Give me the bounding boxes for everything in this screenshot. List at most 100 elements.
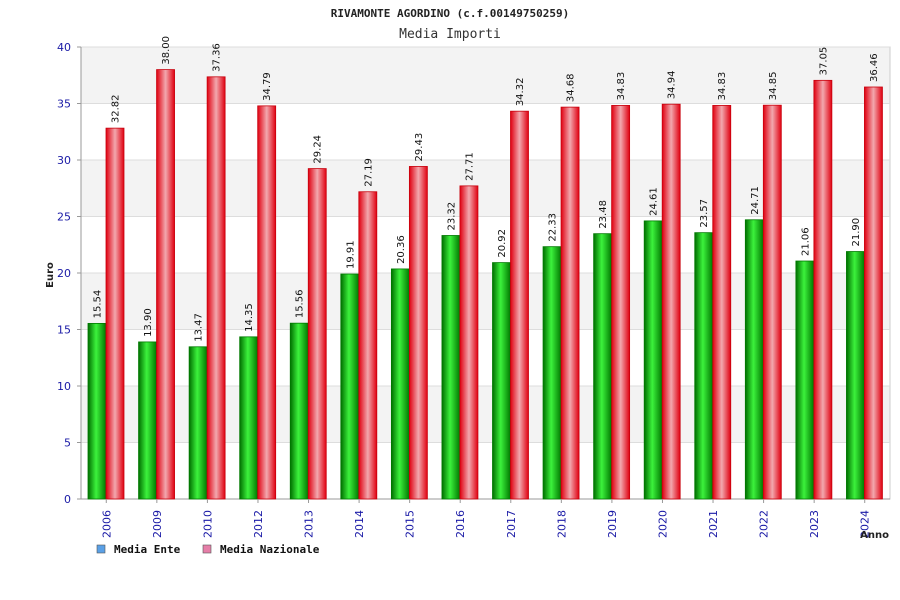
data-label: 34.94: [667, 71, 678, 100]
bar-media-nazionale: [560, 106, 580, 500]
y-tick-label: 40: [57, 41, 71, 54]
data-label: 34.83: [616, 72, 627, 101]
data-label: 22.33: [548, 213, 559, 242]
data-label: 38.00: [161, 36, 172, 65]
y-tick-label: 25: [57, 211, 71, 224]
data-label: 23.48: [598, 200, 609, 229]
data-label: 15.56: [295, 290, 306, 319]
bar-media-nazionale: [408, 166, 428, 500]
bar-media-nazionale: [257, 105, 277, 500]
bar-media-ente: [643, 220, 663, 500]
bar-media-ente: [795, 260, 815, 500]
legend-swatch-media-nazionale: [202, 544, 212, 554]
data-label: 21.06: [800, 227, 811, 256]
data-label: 34.79: [262, 72, 273, 101]
x-tick-label: 2010: [201, 510, 214, 538]
bar-media-nazionale: [105, 127, 125, 500]
data-labels: 15.54 32.82 13.90 38.00 13.47 37.36 14.35 34.79…: [93, 36, 880, 342]
bar-media-nazionale: [712, 105, 732, 500]
bar-media-nazionale: [156, 69, 175, 500]
x-tick-label: 2015: [404, 510, 417, 538]
legend-label-media-ente: Media Ente: [114, 543, 181, 556]
x-tick-label: 2019: [606, 510, 619, 538]
data-label: 24.71: [750, 186, 761, 215]
bar-media-nazionale: [813, 79, 833, 500]
data-label: 37.05: [818, 47, 829, 76]
data-label: 14.35: [244, 303, 255, 332]
bar-media-ente: [846, 251, 865, 500]
bar-media-ente: [492, 262, 511, 500]
x-tick-label: 2023: [808, 510, 821, 538]
bar-media-nazionale: [661, 103, 681, 500]
data-label: 23.32: [446, 202, 457, 231]
data-label: 13.47: [194, 313, 205, 342]
x-tick-label: 2022: [758, 510, 771, 538]
chart-subtitle: Media Importi: [399, 27, 501, 42]
data-label: 36.46: [869, 53, 880, 82]
x-tick-label: 2006: [100, 510, 113, 538]
x-tick-label: 2012: [252, 510, 265, 538]
bar-media-ente: [744, 219, 764, 500]
data-label: 34.85: [768, 72, 779, 101]
bar-media-ente: [289, 322, 309, 500]
bar-media-ente: [87, 322, 107, 500]
x-tick-label: 2017: [505, 510, 518, 538]
data-label: 23.57: [699, 199, 710, 228]
y-tick-label: 30: [57, 154, 71, 167]
bar-media-ente: [138, 341, 157, 500]
x-tick-label: 2018: [555, 510, 568, 538]
y-tick-label: 0: [64, 493, 71, 506]
y-axis-label: Euro: [45, 262, 56, 288]
x-tick-label: 2020: [656, 510, 669, 538]
bar-media-nazionale: [611, 105, 631, 500]
bar-media-nazionale: [459, 185, 479, 500]
bar-media-nazionale: [510, 110, 529, 500]
y-tick-label: 5: [64, 437, 71, 450]
bar-media-nazionale: [762, 104, 782, 500]
x-tick-label: 2014: [353, 510, 366, 538]
bar-media-nazionale: [864, 86, 883, 500]
legend: Media Ente Media Nazionale: [96, 543, 320, 556]
data-label: 21.90: [851, 218, 862, 247]
bar-media-nazionale: [206, 76, 226, 500]
data-label: 13.90: [143, 308, 154, 337]
legend-label-media-nazionale: Media Nazionale: [220, 543, 320, 556]
data-label: 27.19: [363, 158, 374, 187]
bar-media-ente: [694, 232, 714, 500]
x-tick-label: 2021: [707, 510, 720, 538]
bar-media-ente: [593, 233, 613, 500]
bar-media-nazionale: [307, 168, 327, 500]
x-tick-label: 2016: [454, 510, 467, 538]
x-tick-label: 2013: [303, 510, 316, 538]
data-label: 20.92: [497, 229, 508, 258]
bar-media-nazionale: [358, 191, 378, 500]
data-label: 29.43: [414, 133, 425, 162]
legend-swatch-media-ente: [96, 544, 106, 554]
x-tick-label: 2024: [859, 510, 872, 538]
data-label: 34.68: [566, 73, 577, 102]
data-label: 37.36: [212, 43, 223, 72]
data-label: 19.91: [345, 240, 356, 269]
bar-media-ente: [390, 268, 410, 500]
data-label: 29.24: [313, 135, 324, 164]
y-tick-label: 15: [57, 324, 71, 337]
data-label: 15.54: [93, 290, 104, 319]
bar-media-ente: [441, 235, 461, 500]
data-label: 32.82: [111, 94, 122, 123]
data-label: 24.61: [649, 187, 660, 216]
bar-media-ente: [239, 336, 259, 500]
bar-media-ente: [542, 246, 562, 500]
x-axis-ticks: 2006 2009 2010 2012 2013 2014 2015 2016 2017 2018…: [100, 499, 872, 538]
data-label: 27.71: [464, 152, 475, 181]
data-label: 20.36: [396, 235, 407, 264]
data-label: 34.32: [515, 78, 526, 107]
bar-media-ente: [188, 346, 208, 500]
y-tick-label: 10: [57, 380, 71, 393]
data-label: 34.83: [717, 72, 728, 101]
x-tick-label: 2009: [151, 510, 164, 538]
bar-media-ente: [340, 273, 360, 500]
bars: [87, 69, 883, 500]
y-tick-label: 35: [57, 98, 71, 111]
x-axis-label: Anno: [860, 530, 889, 541]
